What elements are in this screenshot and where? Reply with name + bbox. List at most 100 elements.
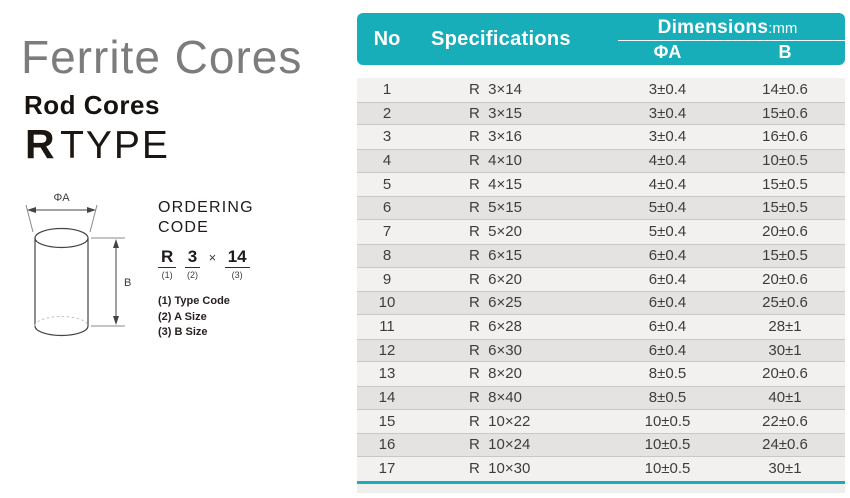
code-part-a-size-value: 3 (184, 247, 201, 268)
cell-spec: R 4×15 (469, 175, 522, 193)
cell-no: 9 (382, 270, 392, 288)
cell-no: 5 (382, 175, 392, 193)
cell-a: 4±0.4 (648, 152, 687, 170)
table-bottom-rule (357, 480, 845, 484)
cell-no: 12 (378, 341, 396, 359)
cell-spec: R 3×16 (469, 128, 522, 146)
cell-no: 17 (378, 460, 396, 477)
cell-b: 15±0.5 (762, 175, 808, 193)
cell-spec: R 10×24 (469, 436, 531, 454)
rod-core-diagram: ΦA B (25, 192, 131, 337)
table-row: 7 R 5×20 5±0.4 20±0.6 (357, 220, 845, 244)
cell-no: 10 (378, 294, 396, 312)
cell-b: 16±0.6 (762, 128, 808, 146)
cell-spec: R 8×40 (469, 388, 522, 406)
header-specifications: Specifications (431, 28, 571, 50)
header-b: B (778, 42, 792, 62)
cell-spec: R 6×25 (469, 294, 522, 312)
arrowhead-up (113, 239, 119, 248)
table-row: 2 R 3×15 3±0.4 15±0.6 (357, 101, 845, 126)
cell-b: 30±1 (768, 341, 802, 359)
type-letter: R (25, 121, 56, 167)
cell-a: 4±0.4 (648, 175, 687, 193)
ordering-code-title: ORDERING CODE (158, 199, 254, 236)
cell-b: 20±0.6 (762, 270, 808, 288)
legend-b-size: (3) B Size (158, 326, 208, 338)
table-row: 10 R 6×25 6±0.4 25±0.6 (357, 291, 845, 315)
cell-no: 3 (382, 128, 392, 146)
table-row: 15 R 10×22 10±0.5 22±0.6 (357, 409, 845, 434)
table-body: 1 R 3×14 3±0.4 14±0.6 2 R 3×15 3±0.4 15±0.6 3 R 3… (357, 78, 845, 481)
cell-no: 8 (382, 246, 392, 264)
cell-a: 8±0.5 (648, 365, 687, 383)
spec-table: No Specifications Dimensions:mm ΦA B 1 R … (357, 13, 845, 493)
cell-a: 3±0.4 (648, 128, 687, 146)
cell-a: 5±0.4 (648, 223, 687, 241)
cell-a: 10±0.5 (644, 460, 691, 477)
table-row: 5 R 4×15 4±0.4 15±0.5 (357, 172, 845, 197)
table-row: 13 R 8×20 8±0.5 20±0.6 (357, 362, 845, 386)
dim-b-label: B (124, 277, 131, 289)
cell-b: 20±0.6 (762, 365, 808, 383)
ordering-code-block: ORDERING CODE R (1) 3 (2) × 14 (3) (1) T… (158, 198, 283, 341)
cell-spec: R 3×15 (469, 104, 522, 122)
table-row: 6 R 5×15 5±0.4 15±0.5 (357, 196, 845, 221)
table-row: 3 R 3×16 3±0.4 16±0.6 (357, 125, 845, 150)
table-row: 12 R 6×30 6±0.4 30±1 (357, 338, 845, 363)
header-phi-a: ΦA (653, 42, 682, 62)
cell-spec: R 6×15 (469, 246, 522, 264)
code-part-b-size-value: 14 (224, 247, 250, 268)
cell-a: 6±0.4 (648, 317, 687, 335)
header-no: No (373, 28, 401, 50)
cell-spec: R 10×22 (469, 412, 531, 430)
type-heading: R TYPE (25, 121, 170, 168)
cell-a: 10±0.5 (644, 436, 691, 454)
dim-phi-a-label: ΦA (53, 192, 70, 204)
arrowhead-left (27, 207, 36, 213)
cell-no: 15 (378, 412, 396, 430)
cell-spec: R 5×15 (469, 199, 522, 217)
legend-a-size: (2) A Size (158, 310, 207, 323)
cell-b: 15±0.5 (762, 199, 808, 217)
cell-a: 3±0.4 (648, 104, 687, 122)
cell-no: 4 (382, 152, 392, 170)
ordering-code-line: R (1) 3 (2) × 14 (3) (158, 247, 283, 280)
cell-no: 16 (378, 436, 396, 454)
cell-a: 3±0.4 (648, 81, 687, 98)
cell-no: 2 (382, 104, 392, 122)
cell-a: 10±0.5 (644, 412, 691, 430)
cell-a: 5±0.4 (648, 199, 687, 217)
table-row: 9 R 6×20 6±0.4 20±0.6 (357, 267, 845, 292)
cell-a: 6±0.4 (648, 270, 687, 288)
cell-no: 1 (382, 81, 392, 98)
cell-spec: R 8×20 (469, 365, 522, 383)
cell-b: 20±0.6 (762, 223, 808, 241)
page-subtitle: Rod Cores (24, 90, 160, 120)
dimensions-unit: :mm (768, 20, 798, 37)
cell-a: 6±0.4 (648, 341, 687, 359)
cell-b: 14±0.6 (762, 81, 808, 98)
cell-no: 13 (378, 365, 396, 383)
cell-spec: R 5×20 (469, 223, 522, 241)
table-row: 14 R 8×40 8±0.5 40±1 (357, 385, 845, 410)
ordering-code-legend: (1) Type Code (2) A Size (3) B Size (158, 294, 283, 341)
page-title: Ferrite Cores (21, 31, 303, 83)
arrowhead-down (113, 316, 119, 325)
type-word: TYPE (60, 124, 170, 167)
code-part-a-size: 3 (2) (184, 247, 201, 280)
cell-b: 15±0.6 (762, 104, 808, 122)
table-row: 1 R 3×14 3±0.4 14±0.6 (357, 78, 845, 102)
multiply-sign: × (208, 250, 217, 265)
cell-a: 8±0.5 (648, 388, 687, 406)
cell-spec: R 3×14 (469, 81, 522, 98)
cell-b: 40±1 (768, 388, 802, 406)
cell-no: 7 (382, 223, 392, 241)
table-row: 16 R 10×24 10±0.5 24±0.6 (357, 433, 845, 457)
cell-b: 25±0.6 (762, 294, 808, 312)
code-part-type: R (1) (158, 247, 177, 280)
legend-type-code: (1) Type Code (158, 295, 230, 307)
cylinder-top-ellipse (34, 227, 89, 249)
cylinder-bottom-front-arc (34, 325, 89, 337)
table-row: 8 R 6×15 6±0.4 15±0.5 (357, 243, 845, 268)
